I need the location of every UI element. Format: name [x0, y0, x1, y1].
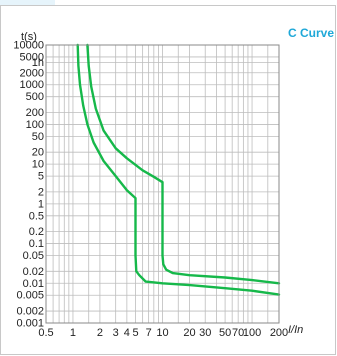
y-tick-label: 1000	[20, 79, 44, 91]
x-tick-label: 5	[132, 327, 138, 339]
x-tick-label: 30	[199, 327, 211, 339]
x-tick-label: 1	[70, 327, 76, 339]
y-tick-label: 0.002	[16, 306, 44, 318]
x-tick-label: 50	[219, 327, 231, 339]
lower-bound-curve	[76, 43, 281, 296]
chart-title: C Curve	[288, 26, 334, 40]
y-tick-label: 20	[32, 147, 44, 159]
x-axis-label: I/In	[288, 324, 303, 336]
y-tick-label: 1h	[32, 57, 44, 69]
x-tick-label: 2	[97, 327, 103, 339]
x-tick-label: 200	[270, 327, 288, 339]
y-tick-label: 2	[38, 186, 44, 198]
y-axis-label: t(s)	[21, 31, 37, 43]
y-tick-label: 0.5	[29, 210, 44, 222]
x-tick-label: 100	[243, 327, 261, 339]
y-tick-label: 0.2	[29, 226, 44, 238]
plot-frame	[45, 44, 280, 324]
y-tick-label: 0.02	[23, 266, 44, 278]
y-tick-label: 5	[38, 171, 44, 183]
y-tick-label: 5000	[20, 51, 44, 63]
x-tick-label: 7	[146, 327, 152, 339]
x-tick-label: 4	[124, 327, 130, 339]
curves	[76, 43, 281, 296]
y-tick-label: 50	[32, 131, 44, 143]
y-tick-label: 10	[32, 159, 44, 171]
y-tick-label: 2000	[20, 67, 44, 79]
outer-frame	[0, 5, 336, 355]
upper-bound-curve	[86, 43, 281, 285]
y-tick-label: 1	[38, 198, 44, 210]
y-tick-label: 0.05	[23, 250, 44, 262]
top-tab	[0, 0, 55, 5]
x-tick-label: 3	[113, 327, 119, 339]
y-tick-label: 200	[26, 107, 44, 119]
y-tick-label: 10000	[13, 40, 44, 52]
x-tick-label: 20	[183, 327, 195, 339]
y-tick-label: 100	[26, 119, 44, 131]
x-tick-label: 0.5	[38, 327, 53, 339]
y-tick-label: 0.01	[23, 278, 44, 290]
x-tick-label: 10	[156, 327, 168, 339]
y-tick-label: 0.001	[16, 318, 44, 330]
x-tick-label: 70	[232, 327, 244, 339]
y-tick-label: 0.005	[16, 290, 44, 302]
y-tick-label: 500	[26, 91, 44, 103]
y-tick-label: 0.1	[29, 238, 44, 250]
